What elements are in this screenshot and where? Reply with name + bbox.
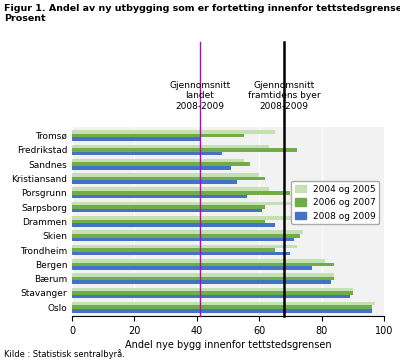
- Bar: [72, 223, 275, 227]
- Bar: [72, 231, 303, 234]
- Bar: [72, 138, 200, 141]
- Bar: [72, 162, 250, 166]
- Text: Figur 1. Andel av ny utbygging som er fortetting innenfor tettstedsgrensen. Fram: Figur 1. Andel av ny utbygging som er fo…: [4, 4, 400, 23]
- Bar: [72, 209, 262, 212]
- Bar: [72, 144, 268, 148]
- Bar: [72, 237, 294, 241]
- Text: Kilde : Statistisk sentralbyrå.: Kilde : Statistisk sentralbyrå.: [4, 350, 125, 359]
- Bar: [72, 202, 300, 205]
- Bar: [72, 166, 231, 170]
- Bar: [72, 305, 372, 309]
- Bar: [72, 220, 266, 223]
- Bar: [72, 177, 266, 180]
- Bar: [72, 287, 353, 291]
- Bar: [72, 302, 375, 305]
- Bar: [72, 216, 337, 220]
- Bar: [72, 266, 312, 270]
- Bar: [72, 205, 266, 209]
- Bar: [72, 277, 334, 280]
- Bar: [72, 152, 222, 155]
- Legend: 2004 og 2005, 2006 og 2007, 2008 og 2009: 2004 og 2005, 2006 og 2007, 2008 og 2009: [292, 181, 380, 224]
- Bar: [72, 252, 290, 256]
- Bar: [72, 309, 372, 313]
- Bar: [72, 148, 297, 152]
- Bar: [72, 130, 275, 134]
- Bar: [72, 180, 237, 184]
- Bar: [72, 262, 334, 266]
- Text: Gjennomsnitt
framtidens byer
2008-2009: Gjennomsnitt framtidens byer 2008-2009: [248, 81, 320, 111]
- Bar: [72, 134, 244, 138]
- Bar: [72, 191, 290, 195]
- Bar: [72, 273, 334, 277]
- Text: Gjennomsnitt
landet
2008-2009: Gjennomsnitt landet 2008-2009: [169, 81, 230, 111]
- Bar: [72, 234, 300, 237]
- Bar: [72, 280, 331, 284]
- Bar: [72, 248, 275, 252]
- Bar: [72, 159, 244, 162]
- X-axis label: Andel nye bygg innenfor tettstedsgrensen: Andel nye bygg innenfor tettstedsgrensen: [125, 340, 331, 350]
- Bar: [72, 187, 268, 191]
- Bar: [72, 245, 297, 248]
- Bar: [72, 195, 247, 198]
- Bar: [72, 259, 325, 262]
- Bar: [72, 173, 259, 177]
- Bar: [72, 291, 353, 295]
- Bar: [72, 295, 350, 298]
